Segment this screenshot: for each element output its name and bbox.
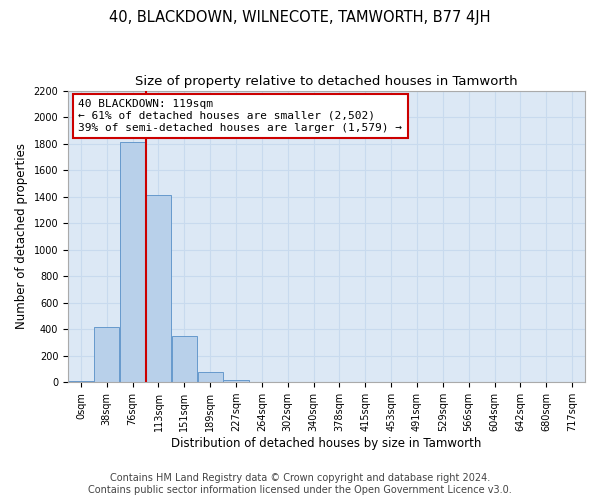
Text: 40, BLACKDOWN, WILNECOTE, TAMWORTH, B77 4JH: 40, BLACKDOWN, WILNECOTE, TAMWORTH, B77 … [109,10,491,25]
Bar [146,196,171,382]
Bar [94,326,119,382]
Text: Contains HM Land Registry data © Crown copyright and database right 2024.
Contai: Contains HM Land Registry data © Crown c… [88,474,512,495]
Title: Size of property relative to detached houses in Tamworth: Size of property relative to detached ho… [135,75,518,88]
Bar [120,142,145,382]
Bar [172,336,197,382]
X-axis label: Distribution of detached houses by size in Tamworth: Distribution of detached houses by size … [172,437,482,450]
Y-axis label: Number of detached properties: Number of detached properties [15,144,28,330]
Bar [68,381,94,382]
Bar [197,372,223,382]
Bar [223,380,249,382]
Text: 40 BLACKDOWN: 119sqm
← 61% of detached houses are smaller (2,502)
39% of semi-de: 40 BLACKDOWN: 119sqm ← 61% of detached h… [79,100,403,132]
